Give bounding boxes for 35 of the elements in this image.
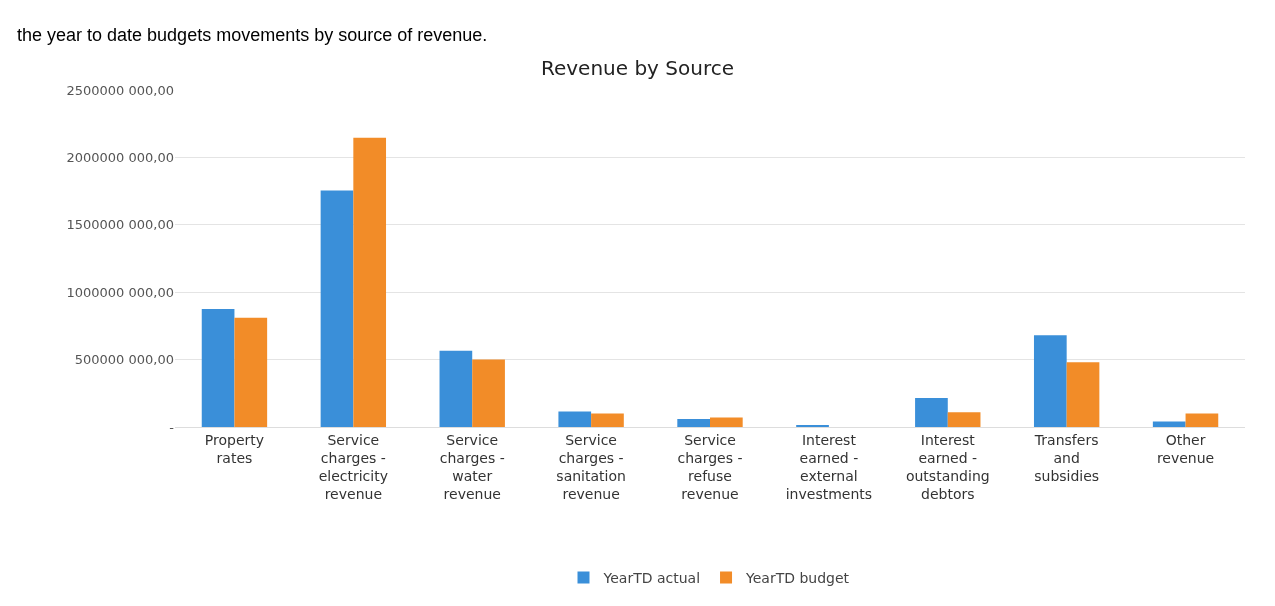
bar <box>947 412 981 427</box>
bar <box>1152 421 1186 427</box>
bar <box>591 413 624 427</box>
y-tick-label: 2000000 000,00 <box>66 149 174 165</box>
bar <box>1185 413 1219 427</box>
x-tick-label: Service charges - sanitation revenue <box>556 431 626 503</box>
x-tick-label: Transfers and subsidies <box>1033 431 1100 485</box>
x-tick-label: Service charges - water revenue <box>439 431 505 503</box>
y-tick-label: 1000000 000,00 <box>66 284 174 300</box>
bar <box>710 417 743 427</box>
x-tick-label: Service charges - refuse revenue <box>677 431 743 503</box>
chart-title: Revenue by Source <box>540 55 735 80</box>
bar <box>320 190 354 427</box>
bar <box>1033 335 1067 427</box>
bar <box>234 317 268 427</box>
y-tick-label: 1500000 000,00 <box>66 217 174 233</box>
bar <box>472 359 505 427</box>
x-tick-label: Property rates <box>204 431 265 466</box>
y-tick-label: 2500000 000,00 <box>66 82 174 98</box>
x-tick-label: Interest earned - external investments <box>785 431 873 503</box>
x-tick-label: Service charges - electricity revenue <box>318 431 388 503</box>
legend-label: YearTD budget <box>745 569 850 586</box>
bar <box>201 309 235 427</box>
bar <box>915 398 948 427</box>
x-tick-label: Interest earned - outstanding debtors <box>905 431 990 503</box>
bar <box>558 411 592 427</box>
text: the year to date budgets movements by source of revenue. <box>17 25 488 45</box>
legend-label: YearTD actual <box>602 569 701 586</box>
bar <box>677 418 710 427</box>
y-tick-label: 500000 000,00 <box>74 352 174 368</box>
x-tick-label: Other revenue <box>1156 431 1215 466</box>
y-tick-label: - <box>169 419 175 435</box>
bar <box>1066 362 1100 427</box>
bar <box>439 350 473 427</box>
bar <box>353 137 387 427</box>
